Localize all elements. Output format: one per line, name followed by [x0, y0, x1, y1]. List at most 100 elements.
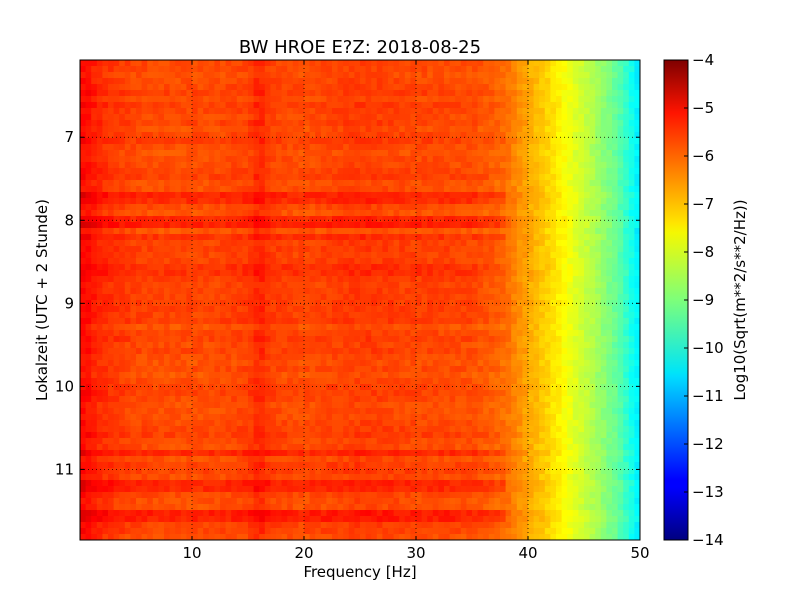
heatmap-cell [612, 336, 618, 343]
heatmap-cell [102, 132, 109, 139]
heatmap-cell [96, 180, 103, 187]
heatmap-cell [511, 66, 518, 73]
heatmap-cell [343, 288, 350, 295]
heatmap-cell [236, 132, 243, 139]
heatmap-cell [152, 264, 159, 271]
heatmap-cell [242, 192, 249, 199]
heatmap-cell [612, 60, 618, 67]
heatmap-cell [231, 84, 238, 91]
heatmap-cell [164, 108, 170, 115]
heatmap-cell [382, 258, 389, 265]
heatmap-cell [421, 324, 428, 331]
heatmap-cell [186, 186, 193, 193]
heatmap-cell [242, 324, 249, 331]
heatmap-cell [242, 138, 249, 145]
heatmap-cell [259, 84, 266, 91]
heatmap-cell [550, 276, 557, 283]
heatmap-cell [242, 330, 249, 337]
heatmap-cell [365, 102, 372, 109]
heatmap-cell [180, 210, 187, 217]
heatmap-cell [108, 216, 114, 223]
heatmap-cell [416, 336, 422, 343]
heatmap-cell [276, 354, 282, 361]
heatmap-cell [320, 252, 327, 259]
heatmap-cell [488, 168, 495, 175]
heatmap-cell [399, 306, 406, 313]
heatmap-cell [494, 306, 501, 313]
heatmap-cell [416, 252, 422, 259]
heatmap-cell [360, 300, 366, 307]
heatmap-cell [287, 162, 294, 169]
heatmap-cell [253, 210, 260, 217]
heatmap-cell [315, 168, 322, 175]
heatmap-cell [561, 126, 568, 133]
heatmap-cell [214, 90, 221, 97]
heatmap-cell [595, 126, 602, 133]
heatmap-cell [388, 288, 394, 295]
heatmap-cell [539, 264, 546, 271]
heatmap-cell [505, 336, 512, 343]
heatmap-cell [248, 342, 254, 349]
heatmap-cell [628, 186, 635, 193]
heatmap-cell [399, 126, 406, 133]
heatmap-cell [427, 138, 434, 145]
heatmap-cell [399, 150, 406, 157]
heatmap-cell [488, 126, 495, 133]
heatmap-cell [136, 120, 142, 127]
heatmap-cell [203, 132, 210, 139]
heatmap-cell [348, 330, 355, 337]
heatmap-cell [584, 102, 590, 109]
heatmap-cell [253, 90, 260, 97]
heatmap-cell [595, 324, 602, 331]
heatmap-cell [236, 150, 243, 157]
heatmap-cell [136, 354, 142, 361]
heatmap-cell [494, 228, 501, 235]
heatmap-cell [432, 282, 439, 289]
heatmap-cell [309, 90, 316, 97]
heatmap-cell [360, 90, 366, 97]
heatmap-cell [600, 60, 607, 67]
heatmap-cell [410, 288, 417, 295]
heatmap-cell [550, 336, 557, 343]
heatmap-cell [337, 282, 344, 289]
heatmap-cell [404, 90, 411, 97]
heatmap-cell [544, 60, 551, 67]
heatmap-cell [186, 72, 193, 79]
heatmap-cell [147, 132, 154, 139]
heatmap-cell [343, 306, 350, 313]
heatmap-cell [584, 168, 590, 175]
heatmap-cell [388, 198, 394, 205]
heatmap-cell [348, 288, 355, 295]
heatmap-cell [488, 228, 495, 235]
heatmap-cell [528, 276, 534, 283]
heatmap-cell [298, 306, 305, 313]
heatmap-cell [203, 354, 210, 361]
heatmap-cell [522, 138, 529, 145]
heatmap-cell [623, 192, 630, 199]
heatmap-cell [416, 282, 422, 289]
heatmap-cell [242, 126, 249, 133]
heatmap-cell [343, 234, 350, 241]
heatmap-cell [85, 120, 92, 127]
heatmap-cell [360, 282, 366, 289]
heatmap-cell [382, 156, 389, 163]
heatmap-cell [186, 240, 193, 247]
heatmap-cell [365, 276, 372, 283]
heatmap-cell [483, 108, 490, 115]
heatmap-cell [225, 234, 232, 241]
heatmap-cell [192, 102, 198, 109]
heatmap-cell [516, 216, 523, 223]
heatmap-cell [220, 96, 226, 103]
heatmap-cell [80, 132, 86, 139]
heatmap-cell [360, 180, 366, 187]
heatmap-cell [315, 342, 322, 349]
heatmap-cell [343, 144, 350, 151]
heatmap-cell [175, 234, 182, 241]
heatmap-cell [522, 90, 529, 97]
heatmap-cell [231, 342, 238, 349]
heatmap-cell [169, 120, 176, 127]
heatmap-cell [231, 222, 238, 229]
heatmap-cell [102, 102, 109, 109]
heatmap-cell [578, 126, 585, 133]
heatmap-cell [584, 348, 590, 355]
